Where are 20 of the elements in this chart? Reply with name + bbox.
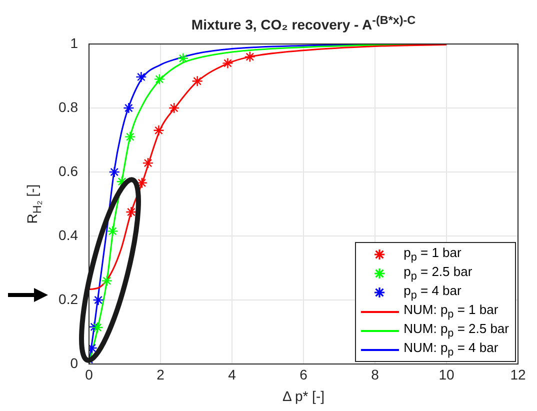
x-tick-label: 0 [85,366,94,382]
x-tick-label: 10 [438,366,454,382]
legend-label: p$_{p}$ = 4 bar [404,283,462,302]
y-tick-label: 0.2 [58,290,78,307]
x-tick-label: 4 [228,366,236,382]
x-tick-label: 2 [156,366,165,382]
legend-label: p$_{p}$ = 1 bar [404,245,462,264]
y-tick-label: 0.6 [58,162,78,179]
y-tick-label: 1 [70,34,78,51]
x-tick-label: 8 [371,366,380,382]
legend-label: NUM: p$_{p}$ = 2.5 bar [404,321,509,340]
legend-label: NUM: p$_{p}$ = 4 bar [404,340,498,359]
y-tick-label: 0.4 [58,226,78,243]
x-tick-label: 6 [300,366,308,382]
x-tick-label: 12 [510,366,526,382]
y-tick-label: 0.8 [58,98,78,115]
legend-label: NUM: p$_{p}$ = 1 bar [404,302,498,321]
y-tick-label: 0 [70,354,78,371]
legend-label: p$_{p}$ = 2.5 bar [404,264,472,283]
x-axis-title: Δ p* [-] [281,388,326,404]
